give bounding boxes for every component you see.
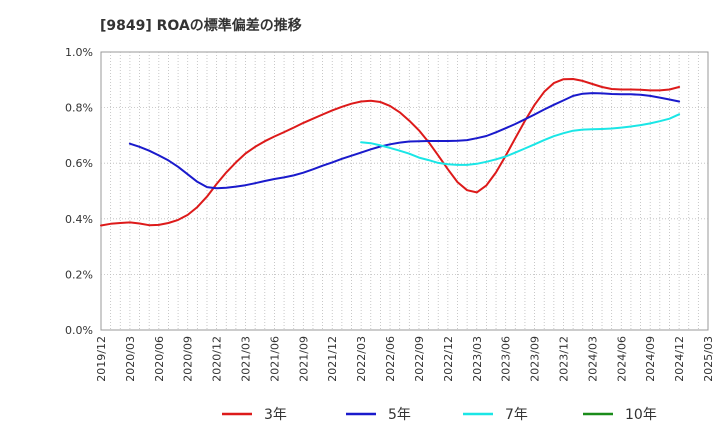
series-line-2 [360,113,681,166]
x-tick-label: 2019/12 [95,336,108,382]
chart-title: [9849] ROAの標準偏差の推移 [100,17,302,34]
y-tick-label: 1.0% [65,46,93,59]
x-tick-label: 2020/03 [124,336,137,382]
x-tick-label: 2024/06 [615,336,628,382]
plot-frame [100,51,709,331]
x-tick-label: 2023/12 [557,336,570,382]
y-tick-label: 0.8% [65,102,93,115]
x-tick-label: 2023/03 [471,336,484,382]
x-tick-label: 2021/12 [326,336,339,382]
grid [100,51,709,331]
y-tick-label: 0.6% [65,157,93,170]
y-tick-label: 0.2% [65,268,93,281]
legend: 3年 5年 7年 10年 [222,407,657,423]
x-tick-label: 2022/03 [355,336,368,382]
x-tick-label: 2022/09 [413,336,426,382]
legend-label: 3年 [264,407,287,423]
x-tick-label: 2024/09 [644,336,657,382]
x-tick-label: 2021/06 [268,336,281,382]
x-tick-label: 2025/03 [702,336,715,382]
axes: 0.0% 0.2% 0.4% 0.6% 0.8% 1.0% 2019/12 2020/03 20… [65,46,715,382]
x-tick-label: 2020/12 [211,336,224,382]
series-line-0 [100,78,681,227]
x-tick-label: 2023/09 [529,336,542,382]
x-tick-label: 2024/12 [673,336,686,382]
x-tick-label: 2020/06 [153,336,166,382]
legend-label: 10年 [625,407,657,423]
y-tick-label: 0.4% [65,213,93,226]
x-tick-label: 2024/03 [586,336,599,382]
legend-label: 7年 [505,407,528,423]
x-tick-label: 2022/12 [442,336,455,382]
x-tick-label: 2022/06 [384,336,397,382]
y-tick-label: 0.0% [65,324,93,337]
x-tick-label: 2023/06 [500,336,513,382]
series-lines [100,78,681,227]
x-tick-label: 2021/03 [240,336,253,382]
legend-label: 5年 [388,407,411,423]
x-tick-label: 2020/09 [182,336,195,382]
series-line-1 [128,92,681,190]
x-tick-label: 2021/09 [297,336,310,382]
